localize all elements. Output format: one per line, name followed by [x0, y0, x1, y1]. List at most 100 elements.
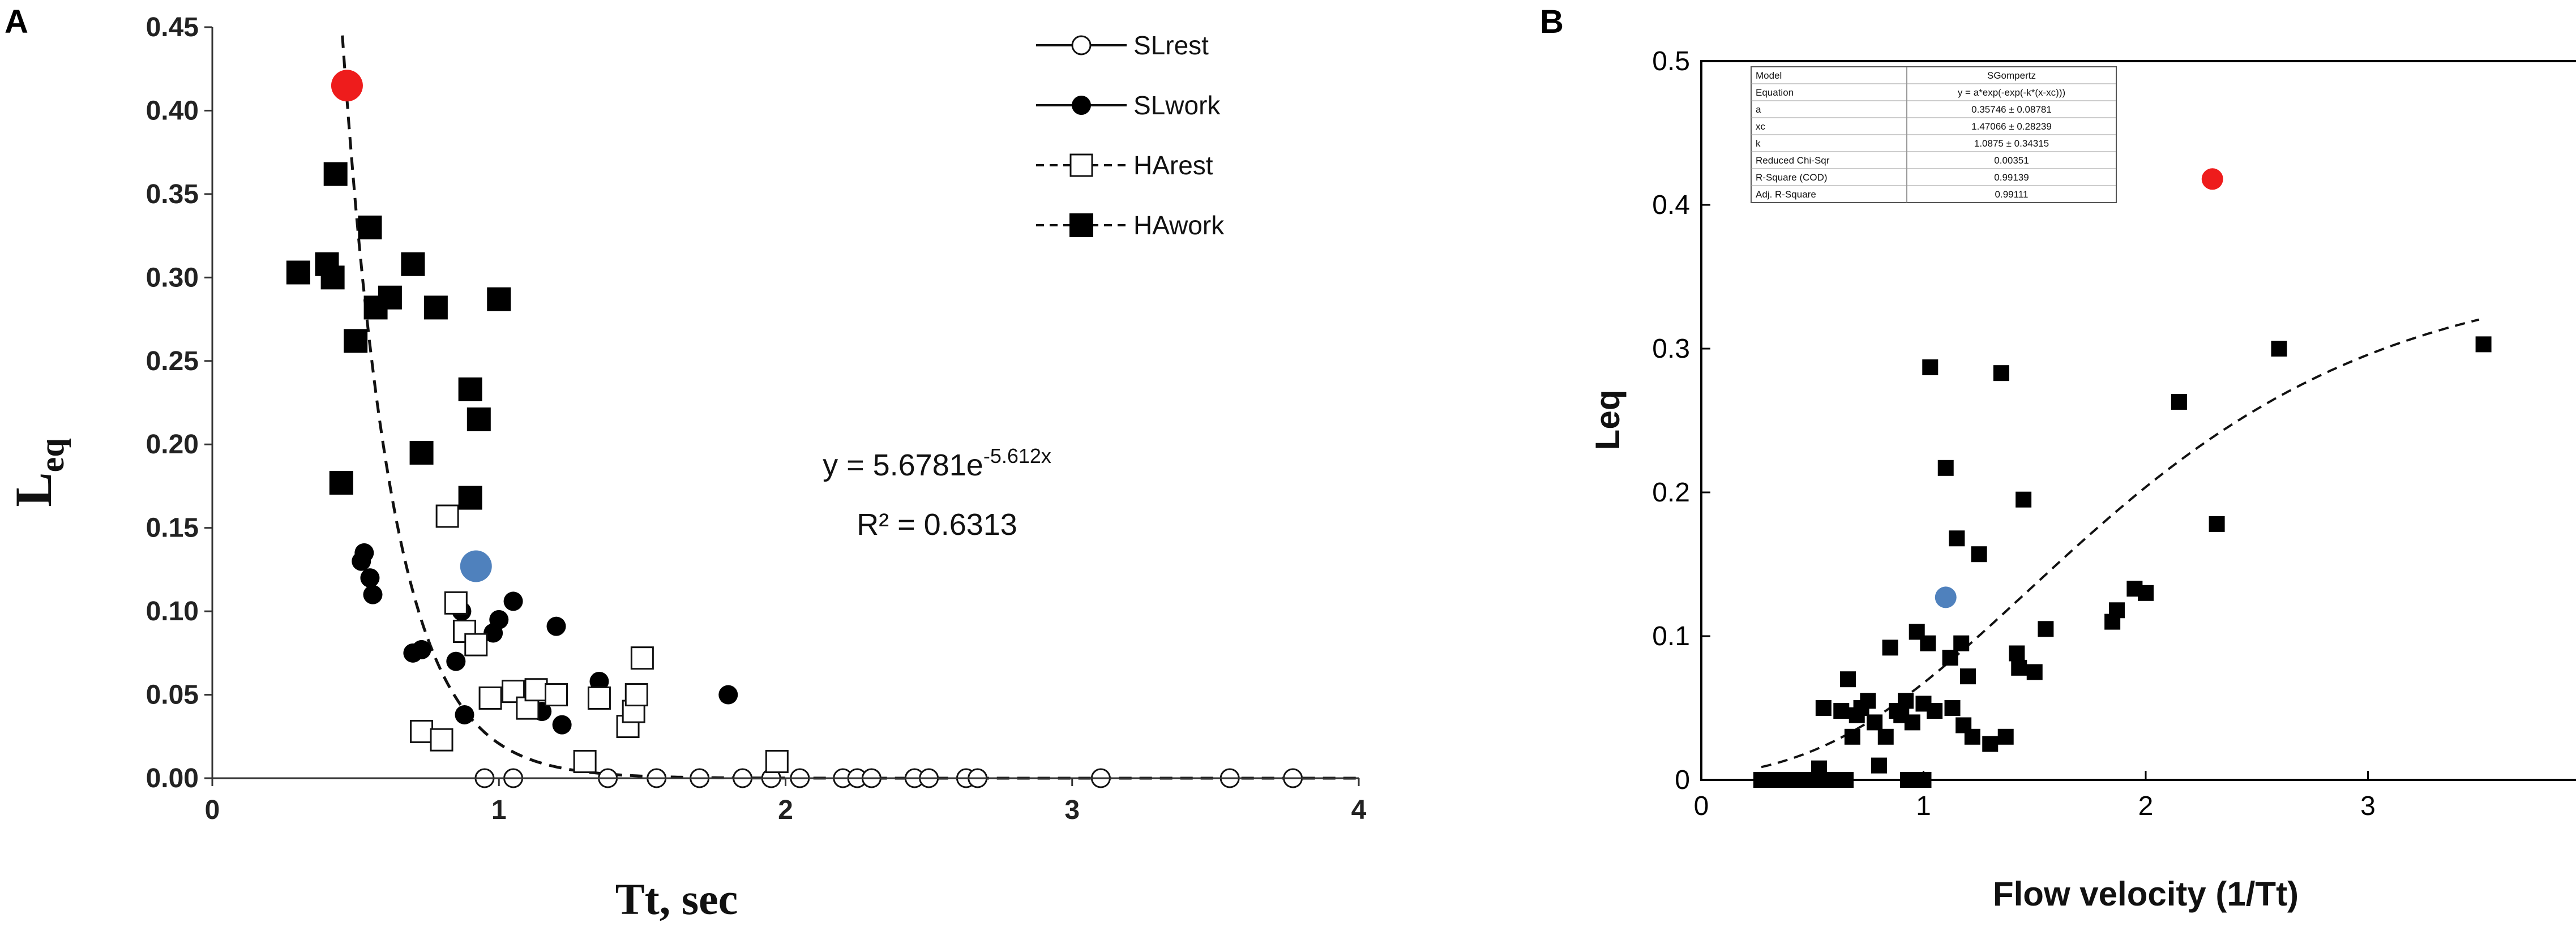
panel-b-fit-table: Model SGompertz Equation y = a*exp(-exp(-k*…: [1751, 66, 2117, 203]
data-point: [1867, 714, 1883, 731]
y-tick-label: 0.00: [146, 763, 199, 793]
data-point: [1833, 703, 1850, 719]
data-point: [1971, 546, 1987, 563]
data-point: [2011, 659, 2027, 676]
SLwork-point: [360, 568, 380, 588]
data-point: [1840, 671, 1856, 688]
y-tick-label: 0.10: [146, 597, 199, 627]
y-tick-label: 0.5: [1652, 46, 1690, 76]
data-point: [1937, 460, 1954, 476]
x-tick-label: 0: [205, 795, 220, 825]
fit-table-value: 0.99139: [1994, 172, 2029, 183]
SLwork-point: [446, 651, 466, 671]
panel-b-y-label: Leq: [1589, 390, 1627, 451]
x-tick-label: 2: [2138, 791, 2154, 821]
data-point: [2138, 585, 2154, 601]
y-tick-label: 0.15: [146, 513, 199, 543]
data-point: [2038, 621, 2054, 637]
fit-table-value: 1.47066 ± 0.28239: [1971, 121, 2052, 132]
y-tick-label: 0.40: [146, 96, 199, 126]
data-point: [1953, 635, 1970, 651]
data-point: [1927, 703, 1943, 719]
data-point: [2271, 341, 2287, 357]
HArest-point: [444, 591, 468, 615]
panel-a-fit-equation: y = 5.6781e-5.612x: [823, 444, 1051, 482]
y-tick-label: 0.05: [146, 680, 199, 710]
fit-table-value: 0.00351: [1994, 155, 2029, 166]
data-point: [1844, 728, 1860, 745]
data-point: [2108, 602, 2125, 619]
HArest-point: [478, 686, 502, 710]
y-tick-label: 0.1: [1652, 621, 1690, 651]
data-point: [1920, 635, 1936, 651]
data-point: [1904, 714, 1920, 731]
SLwork-point: [455, 705, 474, 724]
fit-table-value: SGompertz: [1987, 70, 2036, 81]
y-tick-label: 0: [1675, 765, 1690, 795]
legend-label: HArest: [1133, 151, 1213, 180]
panel-b-x-label: Flow velocity (1/Tt): [1993, 875, 2299, 913]
data-point: [1922, 359, 1939, 376]
data-point: [1942, 650, 1958, 666]
y-tick-label: 0.4: [1652, 190, 1690, 220]
gompertz-fit-line: [1761, 318, 2480, 769]
x-tick-label: 3: [1064, 795, 1080, 825]
y-tick-label: 0.30: [146, 263, 199, 293]
HArest-point: [573, 750, 597, 774]
fit-table-key: R-Square (COD): [1756, 172, 1828, 183]
data-point: [1964, 728, 1980, 745]
data-point: [1860, 693, 1876, 709]
SLwork-point: [552, 715, 572, 735]
panel-a-legend: SLrest SLwork HArest HAwork: [1036, 31, 1225, 240]
data-point: [1877, 728, 1894, 745]
y-tick-label: 0.25: [146, 346, 199, 376]
HAwork-point: [423, 295, 448, 320]
x-tick-label: 1: [491, 795, 507, 825]
HAwork-point: [467, 407, 491, 431]
HArest-point: [435, 504, 459, 528]
data-point: [1900, 772, 1916, 788]
legend-marker-HArest: [1069, 153, 1093, 177]
panel-a-fit-curve: [341, 35, 1359, 780]
HArest-point: [464, 633, 488, 657]
fit-table-key: k: [1756, 138, 1761, 149]
HAwork-point: [458, 486, 482, 510]
HAwork-point: [323, 162, 348, 186]
highlight-red-point: [2201, 168, 2223, 190]
HArest-point: [524, 678, 548, 702]
data-point: [1997, 728, 2014, 745]
x-tick-label: 3: [2360, 791, 2376, 821]
data-point: [2016, 491, 2032, 508]
y-tick-label: 0.45: [146, 12, 199, 42]
HArest-point: [587, 686, 611, 710]
data-point: [1898, 693, 1914, 709]
HAwork-point: [378, 285, 402, 310]
panel-a: A 0.000.050.100.150.200.250.300.350.400.…: [5, 3, 1367, 924]
legend-label: SLrest: [1133, 31, 1209, 60]
HAwork-point: [458, 377, 482, 401]
fit-table-value: y = a*exp(-exp(-k*(x-xc))): [1958, 87, 2065, 98]
y-tick-label: 0.20: [146, 430, 199, 460]
panel-a-points: [286, 70, 1303, 788]
data-point: [1982, 736, 1999, 752]
data-point: [1944, 700, 1961, 716]
legend-label: SLwork: [1133, 91, 1221, 120]
SLwork-point: [503, 591, 523, 611]
HAwork-point: [344, 329, 368, 353]
fit-table-key: a: [1756, 104, 1761, 115]
panel-b-fit-curve: [1761, 318, 2480, 769]
data-point: [2171, 393, 2187, 410]
SLwork-point: [354, 543, 374, 563]
legend-marker-HAwork: [1069, 213, 1093, 237]
highlight-blue-point: [1935, 586, 1957, 608]
x-tick-label: 1: [1916, 791, 1931, 821]
legend-marker-SLrest: [1071, 35, 1092, 55]
data-point: [1993, 365, 2009, 381]
HArest-point: [624, 683, 648, 707]
data-point: [1815, 700, 1832, 716]
SLwork-point: [718, 685, 738, 705]
data-point: [1871, 757, 1887, 774]
highlight-blue-point: [460, 550, 492, 582]
